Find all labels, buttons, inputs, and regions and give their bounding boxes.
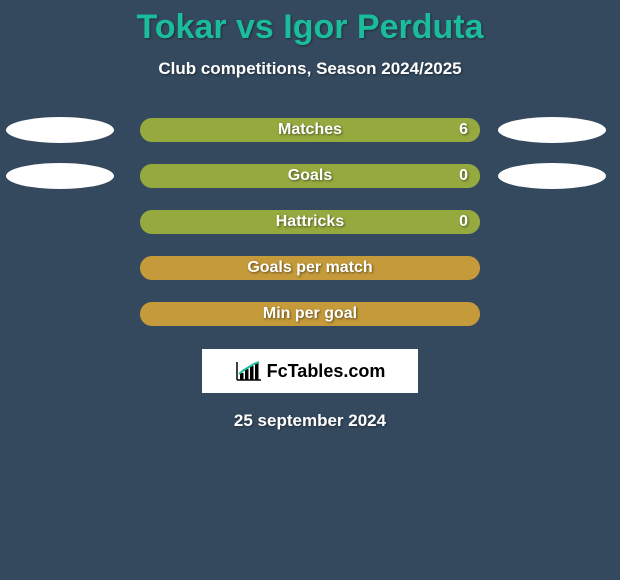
stat-row: Min per goal	[0, 291, 620, 337]
stat-row: Matches6	[0, 107, 620, 153]
stat-bar: Goals0	[140, 164, 480, 188]
stat-label: Matches	[140, 121, 480, 139]
stat-bar: Matches6	[140, 118, 480, 142]
stat-bar: Hattricks0	[140, 210, 480, 234]
stat-row: Goals per match	[0, 245, 620, 291]
stat-value: 0	[459, 167, 468, 185]
logo-chart-icon	[235, 360, 263, 382]
stat-bar: Goals per match	[140, 256, 480, 280]
logo-text: FcTables.com	[267, 361, 386, 382]
page-title: Tokar vs Igor Perduta	[0, 0, 620, 47]
stat-value: 6	[459, 121, 468, 139]
stat-value: 0	[459, 213, 468, 231]
ellipse-right-icon	[498, 117, 606, 143]
stats-rows: Matches6Goals0Hattricks0Goals per matchM…	[0, 107, 620, 337]
logo-box: FcTables.com	[202, 349, 418, 393]
ellipse-left-icon	[6, 163, 114, 189]
stat-label: Hattricks	[140, 213, 480, 231]
stat-label: Goals	[140, 167, 480, 185]
ellipse-left-icon	[6, 117, 114, 143]
stat-row: Goals0	[0, 153, 620, 199]
stat-label: Min per goal	[140, 305, 480, 323]
stat-bar: Min per goal	[140, 302, 480, 326]
ellipse-right-icon	[498, 163, 606, 189]
stat-label: Goals per match	[140, 259, 480, 277]
stat-row: Hattricks0	[0, 199, 620, 245]
subtitle: Club competitions, Season 2024/2025	[0, 59, 620, 79]
date-text: 25 september 2024	[0, 411, 620, 431]
